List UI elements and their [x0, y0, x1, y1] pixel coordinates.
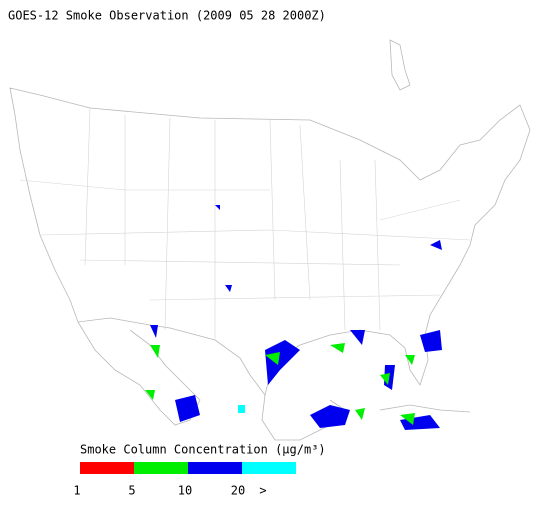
legend-swatch	[80, 462, 134, 474]
map-title: GOES-12 Smoke Observation (2009 05 28 20…	[8, 9, 326, 23]
legend-swatch	[242, 462, 296, 474]
legend-tick-label: >	[259, 484, 266, 498]
legend-tick-label: 1	[73, 484, 80, 498]
legend-title: Smoke Column Concentration (μg/m³)	[80, 443, 326, 457]
legend-swatch	[134, 462, 188, 474]
legend: 1 5 10 20 >	[73, 462, 296, 498]
legend-tick-label: 10	[178, 484, 192, 498]
legend-tick-label: 5	[128, 484, 135, 498]
legend-tick-label: 20	[231, 484, 245, 498]
smoke-pixels	[145, 205, 442, 430]
legend-swatch	[188, 462, 242, 474]
